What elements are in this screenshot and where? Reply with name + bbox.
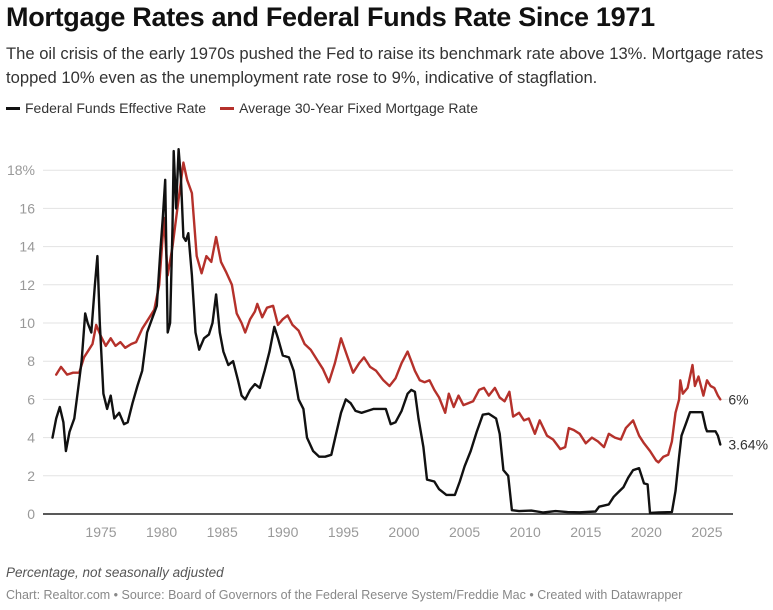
x-tick-label: 2015 — [570, 524, 601, 540]
y-tick-label: 4 — [27, 430, 35, 446]
x-axis-ticks: 1975 1980 1985 1990 1995 2000 2005 2010 2015 2020… — [85, 524, 722, 540]
y-tick-label: 14 — [19, 239, 35, 255]
y-tick-label: 2 — [27, 468, 35, 484]
end-labels: 6% 3.64% — [728, 391, 768, 452]
legend-swatch-fed-funds — [6, 106, 20, 110]
x-tick-label: 2025 — [691, 524, 722, 540]
x-tick-label: 2020 — [631, 524, 662, 540]
legend-item-mortgage: Average 30-Year Fixed Mortgage Rate — [220, 100, 478, 116]
series-lines — [51, 148, 722, 515]
fed-funds-line — [51, 148, 722, 515]
end-label-fed-funds: 3.64% — [728, 436, 768, 452]
y-axis-ticks: 0 2 4 6 8 10 12 14 16 18% — [7, 162, 35, 522]
legend: Federal Funds Effective Rate Average 30-… — [6, 100, 478, 116]
chart-title: Mortgage Rates and Federal Funds Rate Si… — [6, 2, 655, 32]
legend-label-fed-funds: Federal Funds Effective Rate — [25, 100, 207, 116]
end-label-mortgage: 6% — [728, 391, 748, 407]
legend-swatch-mortgage — [220, 106, 235, 110]
y-tick-label: 8 — [27, 353, 35, 369]
y-tick-label: 6 — [27, 391, 35, 407]
x-tick-label: 1980 — [146, 524, 177, 540]
x-tick-label: 1975 — [85, 524, 116, 540]
x-tick-label: 1995 — [328, 524, 359, 540]
x-tick-label: 1985 — [207, 524, 238, 540]
y-tick-label: 0 — [27, 506, 35, 522]
y-tick-label: 10 — [19, 315, 35, 331]
x-tick-label: 2010 — [510, 524, 541, 540]
y-tick-label: 12 — [19, 277, 35, 293]
gridlines — [43, 169, 733, 477]
chart-notes: Percentage, not seasonally adjusted — [6, 565, 224, 580]
x-tick-label: 2005 — [449, 524, 480, 540]
x-tick-label: 1990 — [267, 524, 298, 540]
chart-byline: Chart: Realtor.com • Source: Board of Go… — [6, 588, 683, 602]
legend-label-mortgage: Average 30-Year Fixed Mortgage Rate — [239, 100, 478, 116]
y-tick-label: 16 — [19, 200, 35, 216]
chart-subtitle: The oil crisis of the early 1970s pushed… — [6, 44, 764, 87]
y-tick-label: 18% — [7, 162, 35, 178]
legend-item-fed-funds: Federal Funds Effective Rate — [6, 100, 206, 116]
line-chart: 0 2 4 6 8 10 12 14 16 18% 1975 1980 1985 1990 1995 200… — [7, 148, 768, 540]
x-tick-label: 2000 — [388, 524, 419, 540]
